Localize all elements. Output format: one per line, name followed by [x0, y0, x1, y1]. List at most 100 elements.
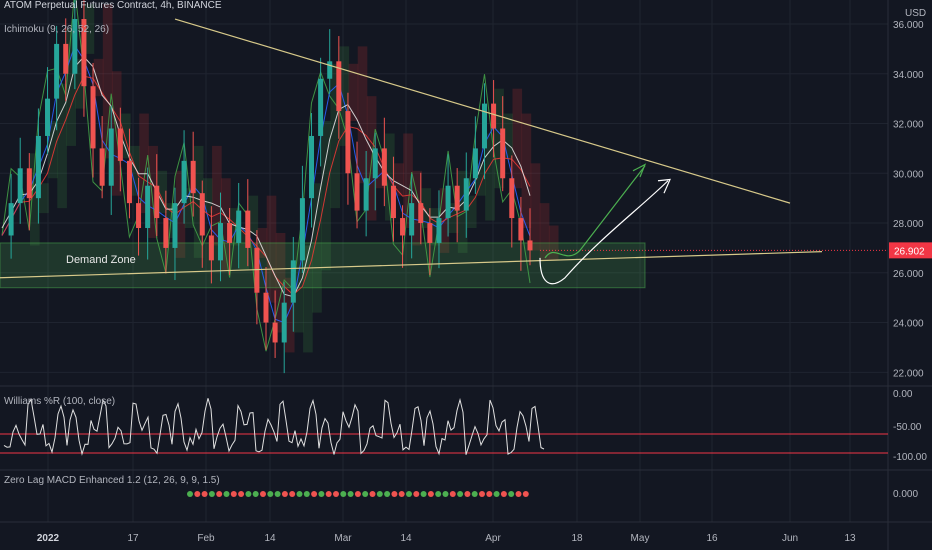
- cloud-segment: [239, 228, 249, 271]
- macd-dot: [406, 491, 412, 497]
- candle-body: [427, 223, 433, 243]
- macd-dot: [223, 491, 230, 497]
- upper-trendline: [174, 18, 791, 204]
- time-axis[interactable]: 2022 17 Feb 14 Mar 14 Apr 18 May 16 Jun 13: [37, 533, 856, 544]
- candle-body: [236, 210, 242, 243]
- cloud-segment: [139, 113, 149, 214]
- candle-body: [263, 292, 269, 323]
- cloud-segment: [175, 170, 186, 258]
- candle-body: [35, 135, 41, 199]
- candle-body: [217, 223, 223, 261]
- candle-body: [81, 19, 87, 87]
- time-tick-label: 14: [400, 533, 412, 544]
- macd-tick-label: 0.000: [893, 489, 918, 500]
- price-tick-label: 30.000: [893, 169, 924, 180]
- candle-body: [208, 235, 214, 261]
- time-tick-label: Mar: [334, 533, 352, 544]
- macd-dot: [187, 491, 193, 497]
- macd-dot: [435, 491, 442, 497]
- time-tick-label: 16: [706, 533, 718, 544]
- time-tick-label: Jun: [782, 533, 798, 544]
- cloud-segment: [102, 4, 113, 159]
- cloud-segment: [221, 178, 231, 271]
- cloud-segment: [121, 113, 131, 159]
- time-tick-label: 13: [844, 533, 856, 544]
- macd-dot: [208, 491, 215, 497]
- price-axis[interactable]: 36.000 34.000 32.000 30.000 28.000 26.000 24.0…: [889, 20, 932, 500]
- macd-dot: [194, 491, 201, 497]
- candle-body: [518, 218, 524, 241]
- cloud-segment: [321, 121, 331, 271]
- cloud-segment: [284, 277, 295, 353]
- white-arrow-head: [657, 178, 671, 194]
- cloud-segment: [348, 63, 359, 122]
- currency-label: USD: [905, 8, 926, 19]
- macd-dot: [260, 491, 266, 497]
- macd-dot: [471, 491, 478, 497]
- candle-body: [190, 160, 196, 194]
- williams-tick-label: -100.00: [893, 452, 927, 463]
- macd-dot: [362, 491, 369, 497]
- macd-legend[interactable]: Zero Lag MACD Enhanced 1.2 (12, 26, 9, 9…: [4, 475, 220, 486]
- candle-body: [409, 203, 415, 236]
- cloud-segment: [30, 153, 40, 246]
- time-tick-label: 14: [264, 533, 276, 544]
- candle-body: [163, 218, 169, 248]
- macd-dot: [267, 491, 274, 497]
- cloud-segment: [202, 178, 213, 214]
- cloud-segment: [57, 83, 67, 209]
- price-tick-label: 28.000: [893, 219, 924, 230]
- price-tick-label: 24.000: [893, 319, 924, 330]
- williams-legend[interactable]: Williams %R (100, close): [4, 396, 116, 407]
- cloud-segment: [512, 88, 523, 189]
- macd-dot: [384, 491, 391, 497]
- cloud-segment: [339, 46, 350, 146]
- macd-dot: [398, 491, 405, 497]
- price-tick-label: 22.000: [893, 368, 924, 379]
- candle-body: [309, 135, 315, 199]
- cloud-segment: [503, 113, 513, 159]
- macd-dot: [500, 491, 507, 497]
- green-arrow-head: [632, 163, 647, 178]
- cloud-segment: [430, 208, 441, 246]
- macd-dot: [449, 491, 456, 497]
- candle-body: [90, 86, 96, 149]
- time-tick-label: 17: [127, 533, 139, 544]
- price-tick-label: 26.000: [893, 269, 924, 280]
- green-projection-path: [544, 165, 646, 259]
- candle-body: [500, 128, 506, 179]
- macd-dot: [354, 491, 361, 497]
- macd-dot: [252, 491, 259, 497]
- leading-line: [1, 56, 531, 298]
- macd-dot: [303, 491, 310, 497]
- macd-dot: [522, 491, 529, 497]
- cloud-segment: [184, 188, 195, 229]
- symbol-title[interactable]: ATOM Perpetual Futures Contract, 4h, BIN…: [4, 0, 222, 11]
- candle-body: [145, 185, 151, 229]
- macd-dot: [274, 491, 281, 497]
- macd-dot: [325, 491, 332, 497]
- time-tick-label: Apr: [485, 533, 501, 544]
- macd-dot: [347, 491, 354, 497]
- candle-body: [418, 203, 424, 224]
- time-tick-label: 2022: [37, 533, 60, 544]
- macd-dot: [413, 491, 420, 497]
- macd-dot: [515, 491, 522, 497]
- candle-body: [136, 203, 142, 229]
- cloud-segment: [448, 203, 459, 233]
- cloud-segment: [312, 183, 322, 313]
- macd-dot: [216, 491, 223, 497]
- last-price-label: 26.902: [894, 246, 925, 257]
- cloud-segment: [412, 170, 422, 246]
- cloud-segment: [485, 133, 495, 221]
- ichimoku-legend[interactable]: Ichimoku (9, 26, 52, 26): [4, 24, 110, 35]
- cloud-segment: [193, 145, 204, 258]
- cloud-segment: [303, 245, 313, 353]
- lower-trendline: [0, 251, 823, 279]
- cloud-segment: [539, 203, 550, 261]
- time-tick-label: 18: [571, 533, 583, 544]
- cloud-segment: [130, 145, 140, 196]
- macd-pane: [187, 491, 529, 497]
- trendlines: [0, 18, 888, 279]
